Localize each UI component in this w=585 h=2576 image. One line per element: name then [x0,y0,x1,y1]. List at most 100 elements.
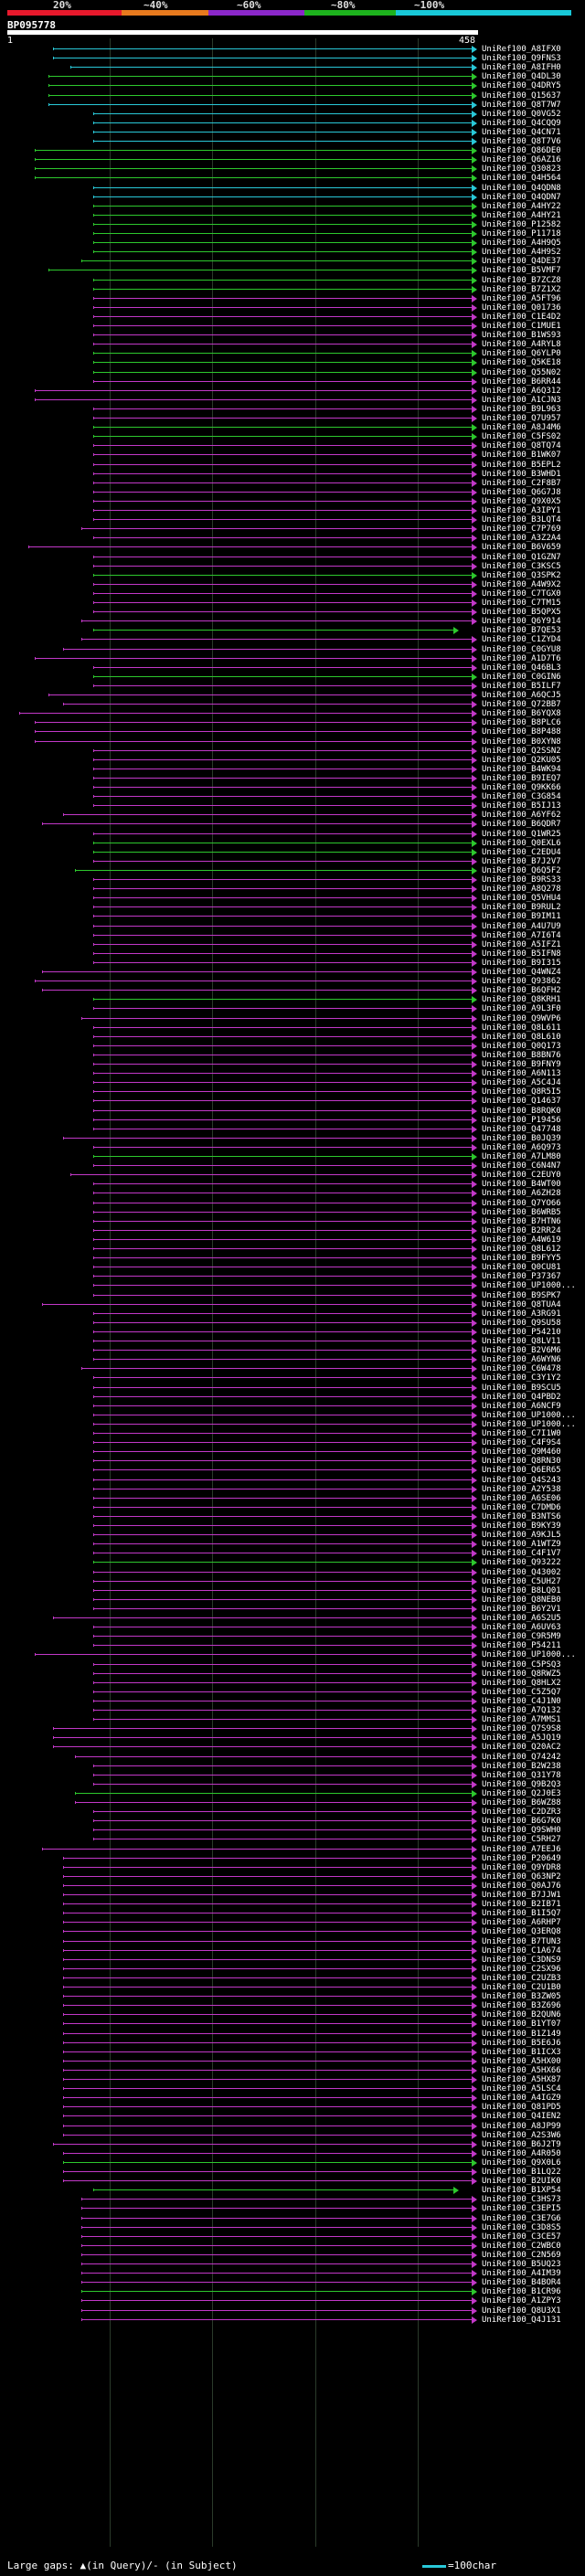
hit-id-link[interactable]: UniRef100_B1WK07 [482,451,561,461]
hit-id-link[interactable]: UniRef100_B6QDR7 [482,820,561,830]
hit-row[interactable]: UniRef100_Q9FNS3 [0,54,585,63]
hit-id-link[interactable]: UniRef100_Q2KU05 [482,755,561,765]
hit-id-link[interactable]: UniRef100_A6Q973 [482,1142,561,1152]
hit-id-link[interactable]: UniRef100_B9SPK7 [482,1290,561,1300]
hit-id-link[interactable]: UniRef100_Q4PBD2 [482,1392,561,1402]
hit-row[interactable]: UniRef100_A1ZPY3 [0,2296,585,2306]
hit-row[interactable]: UniRef100_A7MMS1 [0,1715,585,1724]
hit-id-link[interactable]: UniRef100_Q43002 [482,1567,561,1577]
hit-id-link[interactable]: UniRef100_C3CE57 [482,2231,561,2242]
hit-id-link[interactable]: UniRef100_B3ZW05 [482,1992,561,2002]
hit-row[interactable]: UniRef100_B6WRB5 [0,1208,585,1217]
hit-id-link[interactable]: UniRef100_Q9SWH0 [482,1826,561,1836]
hit-row[interactable]: UniRef100_B6YQX8 [0,709,585,718]
hit-id-link[interactable]: UniRef100_A6WYN6 [482,1355,561,1365]
hit-id-link[interactable]: UniRef100_Q01736 [482,302,561,313]
hit-id-link[interactable]: UniRef100_Q93222 [482,1558,561,1568]
hit-id-link[interactable]: UniRef100_Q8HLX2 [482,1678,561,1688]
hit-row[interactable]: UniRef100_Q1WR25 [0,830,585,839]
hit-id-link[interactable]: UniRef100_P54211 [482,1641,561,1651]
hit-row[interactable]: UniRef100_B0XYN8 [0,737,585,747]
hit-row[interactable]: UniRef100_A3RG91 [0,1309,585,1319]
hit-id-link[interactable]: UniRef100_C2EDU4 [482,847,561,857]
hit-id-link[interactable]: UniRef100_C9R5M9 [482,1632,561,1642]
hit-id-link[interactable]: UniRef100_Q3ERQ8 [482,1927,561,1937]
hit-row[interactable]: UniRef100_A6ZH28 [0,1189,585,1198]
hit-row[interactable]: UniRef100_Q9X0L6 [0,2158,585,2168]
hit-id-link[interactable]: UniRef100_A3Z2A4 [482,534,561,544]
hit-row[interactable]: UniRef100_C4F9S4 [0,1438,585,1447]
hit-row[interactable]: UniRef100_Q9YDR8 [0,1863,585,1872]
hit-row[interactable]: UniRef100_Q8U3X1 [0,2306,585,2316]
hit-id-link[interactable]: UniRef100_B8P488 [482,727,561,737]
hit-row[interactable]: UniRef100_B1XP54 [0,2186,585,2195]
hit-row[interactable]: UniRef100_A6UV63 [0,1623,585,1632]
hit-row[interactable]: UniRef100_B5IFN8 [0,949,585,959]
hit-row[interactable]: UniRef100_Q14637 [0,1097,585,1106]
hit-id-link[interactable]: UniRef100_C2EUY0 [482,1171,561,1181]
hit-row[interactable]: UniRef100_C3G854 [0,792,585,801]
hit-row[interactable]: UniRef100_C4J1N0 [0,1697,585,1706]
hit-id-link[interactable]: UniRef100_A4IGZ9 [482,2094,561,2104]
hit-row[interactable]: UniRef100_P11718 [0,229,585,239]
hit-id-link[interactable]: UniRef100_C3G854 [482,792,561,802]
hit-id-link[interactable]: UniRef100_A9KJL5 [482,1531,561,1541]
hit-row[interactable]: UniRef100_C2SX96 [0,1965,585,1974]
hit-row[interactable]: UniRef100_B9KY39 [0,1521,585,1531]
hit-row[interactable]: UniRef100_A7EEJ6 [0,1845,585,1854]
hit-row[interactable]: UniRef100_Q63NP2 [0,1872,585,1882]
hit-id-link[interactable]: UniRef100_B9I315 [482,958,561,968]
hit-id-link[interactable]: UniRef100_B8BN76 [482,1050,561,1060]
hit-row[interactable]: UniRef100_C0GIN6 [0,673,585,682]
hit-id-link[interactable]: UniRef100_A8IFH0 [482,63,561,73]
hit-row[interactable]: UniRef100_Q20AC2 [0,1743,585,1752]
hit-row[interactable]: UniRef100_Q4S243 [0,1476,585,1485]
hit-row[interactable]: UniRef100_Q7U957 [0,414,585,423]
hit-row[interactable]: UniRef100_B6QDR7 [0,820,585,829]
hit-id-link[interactable]: UniRef100_Q47748 [482,1124,561,1134]
hit-id-link[interactable]: UniRef100_B6J2T9 [482,2139,561,2149]
hit-row[interactable]: UniRef100_Q74242 [0,1753,585,1762]
hit-id-link[interactable]: UniRef100_Q8NEB0 [482,1595,561,1605]
hit-row[interactable]: UniRef100_B9I315 [0,959,585,968]
hit-row[interactable]: UniRef100_A8Q278 [0,885,585,894]
hit-row[interactable]: UniRef100_B9RUL2 [0,903,585,912]
hit-row[interactable]: UniRef100_Q5KE18 [0,358,585,367]
hit-row[interactable]: UniRef100_Q46BL3 [0,663,585,673]
hit-id-link[interactable]: UniRef100_A1ZPY3 [482,2296,561,2306]
hit-id-link[interactable]: UniRef100_Q1WR25 [482,829,561,839]
hit-id-link[interactable]: UniRef100_C7P769 [482,525,561,535]
hit-id-link[interactable]: UniRef100_C4F1V7 [482,1549,561,1559]
hit-row[interactable]: UniRef100_Q9SWH0 [0,1826,585,1835]
hit-row[interactable]: UniRef100_UP1000... [0,1650,585,1659]
hit-id-link[interactable]: UniRef100_B1WS93 [482,331,561,341]
hit-id-link[interactable]: UniRef100_B2W238 [482,1761,561,1771]
hit-id-link[interactable]: UniRef100_Q31Y78 [482,1770,561,1780]
hit-row[interactable]: UniRef100_Q8TUA4 [0,1300,585,1309]
hit-row[interactable]: UniRef100_Q4CN71 [0,128,585,137]
hit-row[interactable]: UniRef100_B5EPL2 [0,461,585,470]
hit-row[interactable]: UniRef100_Q3SPK2 [0,571,585,580]
hit-id-link[interactable]: UniRef100_B6V659 [482,543,561,553]
hit-id-link[interactable]: UniRef100_C2SX96 [482,1964,561,1974]
hit-row[interactable]: UniRef100_B1WS93 [0,331,585,340]
hit-row[interactable]: UniRef100_Q81PD5 [0,2103,585,2112]
hit-row[interactable]: UniRef100_A5C4J4 [0,1078,585,1087]
hit-id-link[interactable]: UniRef100_Q4WNZ4 [482,968,561,977]
hit-id-link[interactable]: UniRef100_Q8L612 [482,1245,561,1254]
hit-id-link[interactable]: UniRef100_Q5VHU4 [482,894,561,904]
hit-row[interactable]: UniRef100_C2F8B7 [0,479,585,488]
hit-id-link[interactable]: UniRef100_Q5KE18 [482,358,561,368]
hit-row[interactable]: UniRef100_A6S2U5 [0,1614,585,1623]
hit-id-link[interactable]: UniRef100_Q30823 [482,164,561,175]
hit-id-link[interactable]: UniRef100_C5Z5Q7 [482,1687,561,1697]
hit-row[interactable]: UniRef100_C3DNS9 [0,1956,585,1965]
hit-row[interactable]: UniRef100_Q8TQ74 [0,441,585,451]
hit-id-link[interactable]: UniRef100_A6SE06 [482,1493,561,1503]
hit-row[interactable]: UniRef100_C2UZB3 [0,1974,585,1983]
hit-row[interactable]: UniRef100_Q93222 [0,1558,585,1567]
hit-row[interactable]: UniRef100_B9IEQ7 [0,774,585,783]
hit-id-link[interactable]: UniRef100_B8LQ01 [482,1585,561,1595]
hit-id-link[interactable]: UniRef100_Q7S9S8 [482,1724,561,1734]
hit-row[interactable]: UniRef100_B1Z149 [0,2030,585,2039]
